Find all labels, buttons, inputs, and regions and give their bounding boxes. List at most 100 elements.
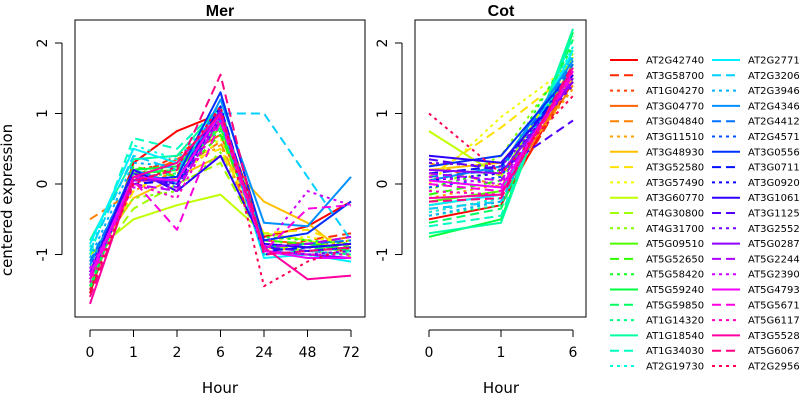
mer-x-tick-label: 72: [342, 345, 360, 361]
cot-x-axis-label: Hour: [483, 379, 520, 397]
cot-series-line: [428, 63, 574, 185]
legend-label: AT2G2956: [748, 362, 800, 373]
legend-label: AT5G59850: [646, 300, 704, 311]
legend-label: AT5G59240: [646, 285, 704, 296]
mer-series-line: [89, 193, 352, 256]
mer-y-tick-label: 0: [35, 180, 51, 189]
legend-label: AT3G0711: [748, 163, 800, 174]
mer-series-line: [89, 147, 352, 273]
legend-label: AT5G2244: [748, 254, 800, 265]
mer-panel-title: Mer: [206, 3, 234, 20]
mer-series-line: [89, 119, 352, 270]
cot-y-tick-label: 1: [375, 109, 391, 118]
legend: AT2G42740 AT3G58700 AT1G04270 AT3G04770 AT3G…: [610, 56, 800, 373]
mer-x-axis: 0 1 2 6 24 48 72: [86, 329, 360, 361]
mer-series-line: [89, 123, 352, 277]
mer-series-line: [89, 112, 352, 252]
legend-label: AT5G2390: [748, 270, 800, 281]
legend-label: AT5G0287: [748, 239, 800, 250]
legend-label: AT3G48930: [646, 147, 704, 158]
mer-series-line: [89, 116, 352, 287]
legend-label: AT3G04840: [646, 117, 704, 128]
legend-label: AT5G5671: [748, 300, 800, 311]
legend-label: AT2G4571: [748, 132, 800, 143]
legend-label: AT5G52650: [646, 254, 704, 265]
cot-series-line: [428, 67, 574, 189]
cot-series-line: [428, 63, 574, 203]
legend-label: AT2G3946: [748, 86, 800, 97]
legend-label: AT3G0920: [748, 178, 800, 189]
mer-series-line: [89, 130, 352, 284]
mer-y-tick-label: 1: [35, 109, 51, 118]
mer-series-line: [89, 144, 352, 270]
cot-panel-title: Cot: [488, 3, 515, 20]
legend-label: AT5G6067: [748, 346, 800, 357]
mer-x-tick-label: 48: [299, 345, 317, 361]
legend-label: AT3G11510: [646, 132, 704, 143]
legend-label: AT3G52580: [646, 163, 704, 174]
legend-label: AT3G1061: [748, 193, 800, 204]
cot-x-tick-label: 6: [569, 345, 578, 361]
legend-label: AT3G5528: [748, 331, 800, 342]
cot-series-line: [428, 70, 574, 178]
mer-y-axis: -1 0 1 2: [35, 39, 63, 262]
cot-series-line: [428, 70, 574, 168]
legend-label: AT2G19730: [646, 362, 704, 373]
cot-plot-frame: [414, 19, 587, 318]
cot-series-line: [428, 74, 574, 185]
legend-label: AT3G1125: [748, 209, 800, 220]
mer-series-line: [89, 112, 352, 305]
mer-x-tick-label: 6: [216, 345, 225, 361]
cot-y-tick-label: 2: [375, 39, 391, 48]
cot-x-tick-label: 0: [425, 345, 434, 361]
cot-series-line: [428, 77, 574, 182]
mer-x-tick-label: 2: [173, 345, 182, 361]
legend-label: AT3G04770: [646, 101, 704, 112]
cot-series-line: [428, 63, 574, 178]
mer-series-group: [89, 73, 352, 305]
mer-series-line: [89, 119, 352, 276]
mer-y-tick-label: -1: [35, 248, 51, 262]
legend-label: AT3G60770: [646, 193, 704, 204]
legend-label: AT5G4793: [748, 285, 800, 296]
cot-series-line: [428, 53, 574, 210]
legend-label: AT2G4346: [748, 101, 800, 112]
cot-y-axis: -1 0 1 2: [375, 39, 403, 262]
mer-x-axis-label: Hour: [202, 379, 239, 397]
mer-plot-frame: [74, 19, 366, 318]
cot-series-line: [428, 45, 574, 189]
mer-series-line: [89, 73, 352, 298]
legend-label: AT1G14320: [646, 316, 704, 327]
mer-series-line: [89, 154, 352, 273]
legend-label: AT3G0556: [748, 147, 800, 158]
cot-series-line: [428, 95, 574, 175]
legend-label: AT4G31700: [646, 224, 704, 235]
cot-y-tick-label: 0: [375, 180, 391, 189]
y-axis-label: centered expression: [0, 124, 16, 276]
legend-label: AT1G18540: [646, 331, 704, 342]
legend-label: AT4G30800: [646, 209, 704, 220]
legend-label: AT2G2771: [748, 56, 800, 67]
mer-x-tick-label: 1: [129, 345, 138, 361]
legend-label: AT3G57490: [646, 178, 704, 189]
mer-x-tick-label: 24: [255, 345, 273, 361]
legend-label: AT1G34030: [646, 346, 704, 357]
legend-label: AT3G2552: [748, 224, 800, 235]
mer-x-tick-label: 0: [86, 345, 95, 361]
legend-label: AT5G58420: [646, 270, 704, 281]
legend-label: AT5G09510: [646, 239, 704, 250]
cot-series-line: [428, 119, 574, 171]
legend-label: AT2G4412: [748, 117, 800, 128]
cot-x-tick-label: 1: [497, 345, 506, 361]
cot-series-line: [428, 74, 574, 193]
legend-label: AT5G6117: [748, 316, 800, 327]
mer-y-tick-label: 2: [35, 39, 51, 48]
cot-series-line: [428, 84, 574, 168]
cot-y-tick-label: -1: [375, 248, 391, 262]
legend-label: AT1G04270: [646, 86, 704, 97]
legend-label: AT2G42740: [646, 56, 704, 67]
legend-label: AT2G3206: [748, 71, 800, 82]
mer-series-line: [89, 119, 352, 259]
mer-series-line: [89, 105, 352, 291]
